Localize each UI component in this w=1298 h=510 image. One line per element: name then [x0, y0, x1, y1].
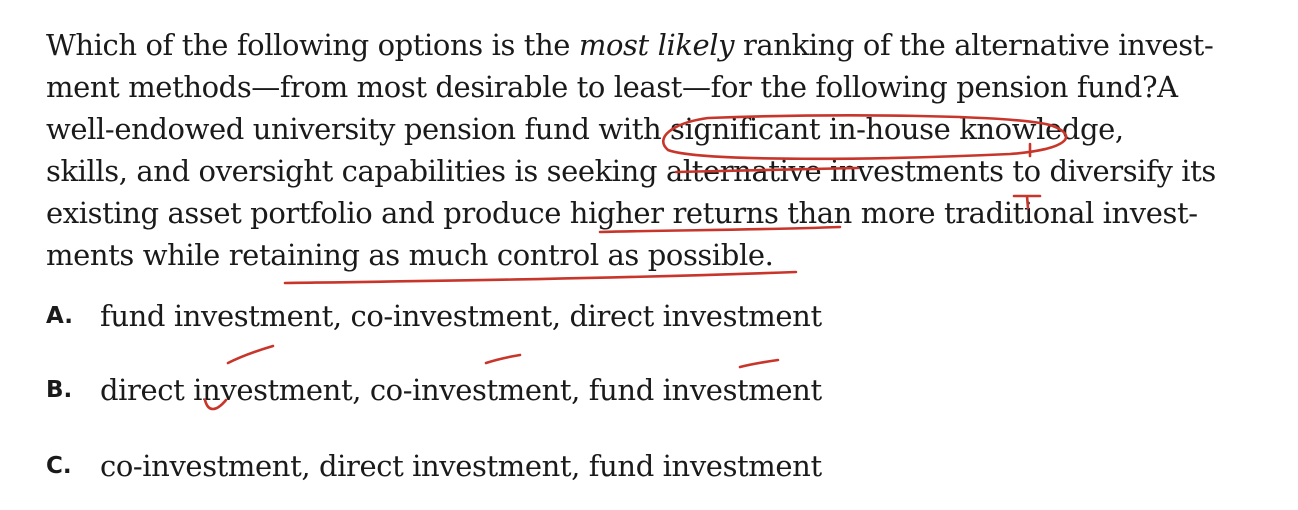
- question-line-5: existing asset portfolio and produce hig…: [46, 196, 1198, 230]
- option-b-text: direct investment, co-investment, fund i…: [100, 373, 822, 407]
- question-line-2: ment methods—from most desirable to leas…: [46, 70, 1178, 104]
- question-line-3: well-endowed university pension fund wit…: [46, 112, 1124, 146]
- question-line-6: ments while retaining as much control as…: [46, 238, 774, 272]
- question-line-1-end: ranking of the alternative invest-: [734, 28, 1214, 62]
- question-line-1-start: Which of the following options is the: [46, 28, 579, 62]
- option-a-text: fund investment, co-investment, direct i…: [100, 299, 822, 333]
- emphasis-most-likely: most likely: [578, 28, 735, 62]
- question-text: Which of the following options is the mo…: [46, 24, 1276, 276]
- option-c-letter: C.: [46, 453, 72, 479]
- option-a-letter: A.: [46, 303, 73, 329]
- question-line-1: Which of the following options is the mo…: [46, 24, 1276, 66]
- option-b-letter: B.: [46, 377, 73, 403]
- ink-tick-option-b-3: [484, 353, 522, 365]
- question-line-4: skills, and oversight capabilities is se…: [46, 154, 1216, 188]
- option-c-text: co-investment, direct investment, fund i…: [100, 449, 822, 483]
- ink-tick-option-b-1: [226, 344, 275, 365]
